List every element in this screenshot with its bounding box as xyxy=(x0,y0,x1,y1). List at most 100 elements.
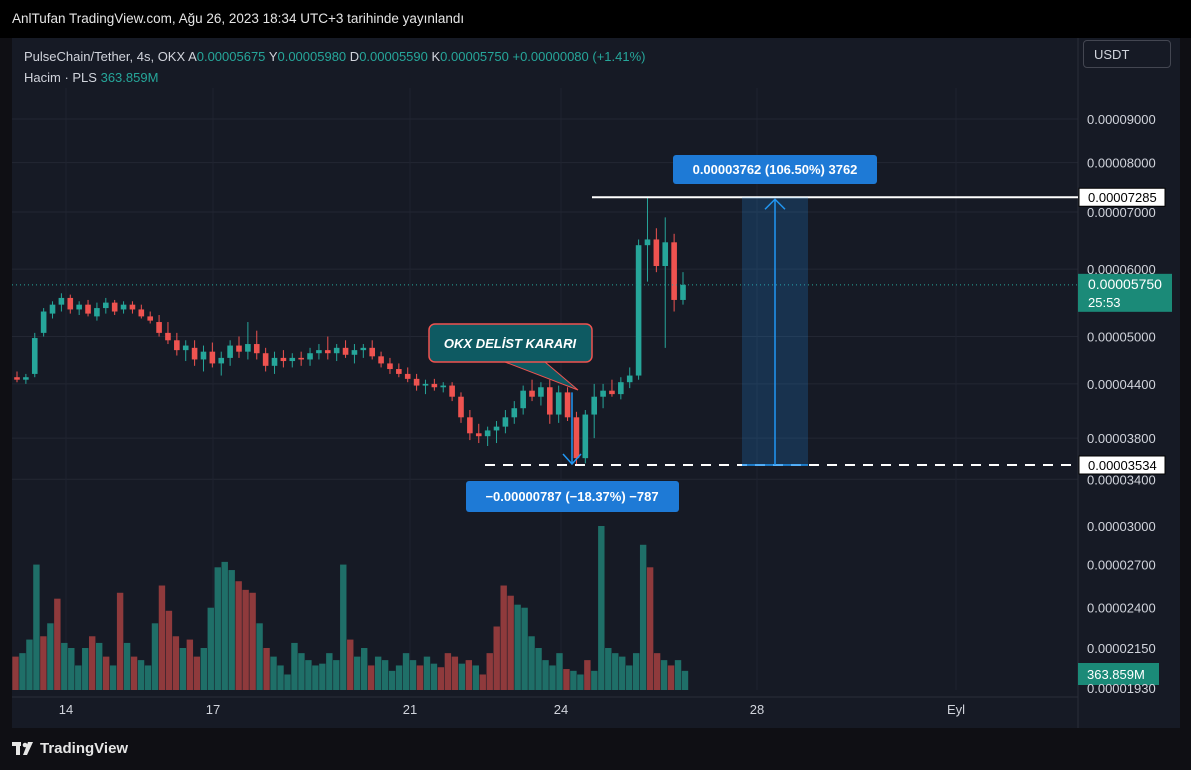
candle-body xyxy=(555,392,562,415)
candle-body xyxy=(271,357,278,366)
volume-bar xyxy=(612,653,619,690)
volume-bar xyxy=(291,642,298,690)
volume-bar xyxy=(507,595,514,690)
candle-body xyxy=(467,417,473,434)
volume-bar xyxy=(144,665,152,690)
volume-bar xyxy=(326,653,333,690)
price-tick: 0.00003800 xyxy=(1087,431,1156,446)
volume-bar xyxy=(465,660,473,690)
volume-bar xyxy=(437,667,445,690)
volume-bar xyxy=(12,656,19,690)
candle-body xyxy=(475,433,482,437)
volume-bar xyxy=(458,663,466,690)
candle-body xyxy=(289,357,296,362)
volume-bar xyxy=(632,653,640,690)
last-price-tag xyxy=(1078,273,1172,312)
tradingview-logo[interactable]: TradingView xyxy=(12,740,128,757)
volume-bar xyxy=(40,636,47,690)
candle-body xyxy=(520,390,526,409)
candle-body xyxy=(103,302,109,309)
volume-bar xyxy=(360,648,368,690)
volume-tick: 0.00001930 xyxy=(1087,681,1156,696)
volume-bar xyxy=(109,665,117,690)
volume-bar xyxy=(563,669,570,690)
volume-tick: 0.00002400 xyxy=(1087,601,1156,616)
price-tick: 0.00007000 xyxy=(1087,205,1156,220)
currency-selector[interactable]: USDT xyxy=(1083,40,1171,68)
volume-bar xyxy=(416,665,424,690)
candle-body xyxy=(626,375,633,383)
volume-bar xyxy=(256,623,263,690)
publish-text: AnlTufan TradingView.com, Ağu 26, 2023 1… xyxy=(12,11,465,26)
candle-body xyxy=(360,347,367,351)
volume-bar xyxy=(639,544,647,690)
candle-body xyxy=(431,383,438,388)
candle-body xyxy=(564,392,571,418)
candle-body xyxy=(396,369,402,374)
candle-body xyxy=(351,350,358,355)
candle-body xyxy=(449,385,455,397)
time-axis: 14 17 21 24 28 Eyl xyxy=(59,702,965,717)
volume-bar xyxy=(340,564,347,690)
candle-body xyxy=(49,304,56,314)
candle-body xyxy=(591,396,597,415)
open-value: 0.00005675 xyxy=(196,49,266,64)
footer xyxy=(0,728,1191,770)
volume-bar xyxy=(68,648,75,690)
volume-bar xyxy=(577,674,584,690)
candle-body xyxy=(644,239,651,246)
measure-down-arrowhead xyxy=(562,453,582,466)
volume-bar xyxy=(619,656,626,690)
close-label: K xyxy=(431,49,441,64)
high-label: Y xyxy=(268,49,278,64)
candle-body xyxy=(493,426,500,431)
volume-bar xyxy=(479,674,486,690)
candle-body xyxy=(618,382,624,395)
candle-body xyxy=(511,408,518,418)
volume-label: Hacim · PLS xyxy=(24,70,97,85)
volume-tick: 0.00002700 xyxy=(1087,558,1156,573)
tradingview-logo-icon xyxy=(12,741,33,755)
volume-bar xyxy=(214,567,221,690)
volume-bar xyxy=(584,660,591,690)
price-tick: 0.00006000 xyxy=(1087,262,1156,277)
volume-bar xyxy=(186,639,194,690)
volume-bar xyxy=(354,656,361,690)
volume-bar xyxy=(95,642,103,690)
volume-bar xyxy=(47,623,54,690)
volume-bar xyxy=(542,660,549,690)
volume-bar xyxy=(528,636,535,690)
candle-body xyxy=(653,239,660,267)
volume-bar xyxy=(556,653,563,690)
brand-label: TradingView xyxy=(40,740,129,757)
measure-up-arrowhead xyxy=(764,198,786,210)
volume-bar xyxy=(102,656,110,690)
volume-bar xyxy=(123,642,131,690)
callout-box xyxy=(428,323,593,363)
candle-body xyxy=(387,363,393,370)
volume-bar xyxy=(674,660,682,690)
volume-bar xyxy=(319,663,326,690)
low-value: 0.00005590 xyxy=(359,49,428,64)
volume-bar xyxy=(165,610,173,690)
volume-bar xyxy=(298,653,305,690)
volume-bar xyxy=(221,561,228,690)
candle-body xyxy=(227,345,233,358)
volume-bar xyxy=(207,607,214,690)
candles xyxy=(14,197,686,466)
candle-body xyxy=(67,297,74,310)
volume-bar xyxy=(270,656,277,690)
volume-bar xyxy=(681,670,689,690)
candle-body xyxy=(671,242,677,300)
volume-bar xyxy=(598,526,605,690)
candle-body xyxy=(111,302,118,312)
candle-body xyxy=(600,390,606,397)
volume-bar xyxy=(151,623,159,690)
volume-bar xyxy=(19,653,26,690)
volume-bar xyxy=(179,648,187,690)
measure-down-label-bg xyxy=(466,481,679,512)
price-axis: 0.00009000 0.00008000 0.00007000 0.00006000… xyxy=(1087,112,1156,696)
volume-bar xyxy=(493,626,500,690)
chart-panel[interactable] xyxy=(12,38,1180,728)
